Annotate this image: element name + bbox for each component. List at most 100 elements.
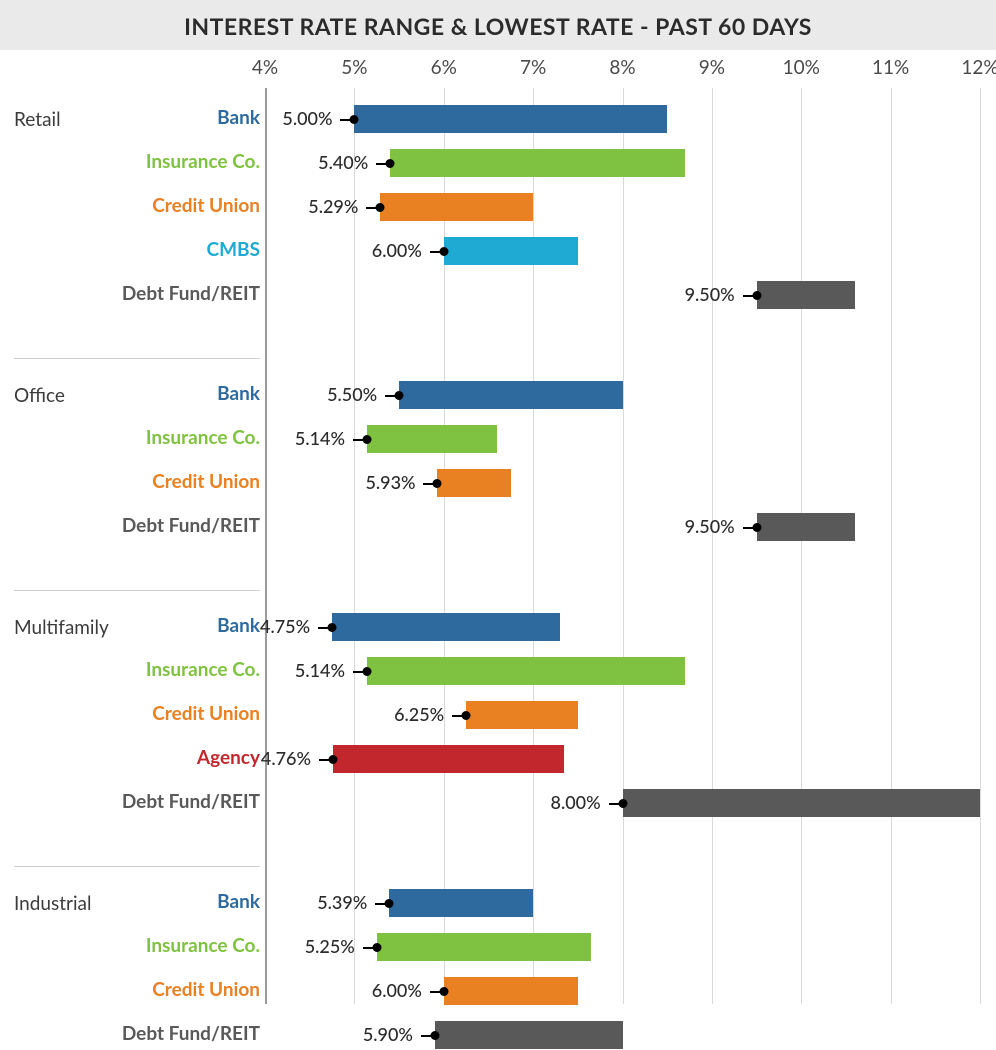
low-rate-label: 9.50%: [685, 283, 735, 305]
low-rate-label: 6.00%: [372, 239, 422, 261]
low-rate-label: 8.00%: [551, 791, 601, 813]
lender-label: Insurance Co.: [146, 150, 260, 173]
lender-label: Debt Fund/REIT: [122, 790, 260, 813]
x-axis: 4%5%6%7%8%9%10%11%12%: [0, 48, 996, 88]
bar-row: Bank 5.39%: [0, 888, 996, 918]
lender-label: Credit Union: [152, 978, 260, 1001]
chart-title: INTEREST RATE RANGE & LOWEST RATE - PAST…: [0, 12, 996, 40]
leader-line: [421, 1035, 435, 1037]
bar-row: Debt Fund/REIT 8.00%: [0, 788, 996, 818]
gridline: [533, 88, 534, 1004]
gridline: [354, 88, 355, 1004]
gridline: [623, 88, 624, 1004]
gridline: [712, 88, 713, 1004]
range-bar: [435, 1021, 623, 1049]
range-bar: [333, 745, 564, 773]
low-rate-label: 5.50%: [327, 383, 377, 405]
lender-label: Debt Fund/REIT: [122, 1022, 260, 1045]
lender-label: Insurance Co.: [146, 426, 260, 449]
leader-line: [366, 207, 380, 209]
lender-label: Insurance Co.: [146, 934, 260, 957]
leader-line: [363, 947, 377, 949]
group-divider: [14, 358, 260, 359]
lender-label: CMBS: [207, 238, 260, 261]
range-bar: [354, 105, 667, 133]
low-rate-label: 5.00%: [282, 107, 332, 129]
bar-row: Credit Union 6.25%: [0, 700, 996, 730]
low-rate-label: 4.76%: [261, 747, 311, 769]
lender-label: Debt Fund/REIT: [122, 282, 260, 305]
range-bar: [623, 789, 981, 817]
bar-row: Bank4.75%: [0, 612, 996, 642]
bar-row: Debt Fund/REIT 9.50%: [0, 280, 996, 310]
bar-row: Insurance Co. 5.40%: [0, 148, 996, 178]
lender-label: Bank: [217, 382, 260, 405]
leader-line: [340, 119, 354, 121]
leader-line: [385, 395, 399, 397]
range-bar: [757, 281, 855, 309]
gridline: [265, 88, 267, 1004]
low-rate-label: 5.29%: [308, 195, 358, 217]
low-rate-label: 5.93%: [365, 471, 415, 493]
low-rate-label: 5.40%: [318, 151, 368, 173]
range-bar: [444, 977, 578, 1005]
low-rate-label: 5.39%: [317, 891, 367, 913]
group-divider: [14, 590, 260, 591]
x-tick-label: 6%: [431, 56, 457, 79]
low-rate-label: 5.14%: [295, 659, 345, 681]
x-tick-label: 4%: [252, 56, 278, 79]
leader-line: [353, 671, 367, 673]
interest-rate-chart: INTEREST RATE RANGE & LOWEST RATE - PAST…: [0, 0, 996, 1024]
low-rate-label: 9.50%: [685, 515, 735, 537]
bar-row: Agency4.76%: [0, 744, 996, 774]
leader-line: [743, 527, 757, 529]
range-bar: [367, 657, 685, 685]
leader-line: [452, 715, 466, 717]
bar-row: Credit Union 5.29%: [0, 192, 996, 222]
leader-line: [318, 627, 332, 629]
low-rate-label: 5.25%: [305, 935, 355, 957]
range-bar: [367, 425, 497, 453]
leader-line: [353, 439, 367, 441]
lender-label: Bank: [217, 106, 260, 129]
lender-label: Credit Union: [152, 194, 260, 217]
bar-row: Insurance Co. 5.14%: [0, 656, 996, 686]
low-rate-label: 6.00%: [372, 979, 422, 1001]
bar-row: Debt Fund/REIT9.50%: [0, 512, 996, 542]
low-rate-label: 5.90%: [363, 1023, 413, 1045]
lender-label: Agency: [197, 746, 260, 769]
x-tick-label: 10%: [783, 56, 820, 79]
range-bar: [757, 513, 855, 541]
range-bar: [437, 469, 510, 497]
leader-line: [319, 759, 333, 761]
range-bar: [380, 193, 533, 221]
x-tick-label: 8%: [609, 56, 635, 79]
lender-label: Insurance Co.: [146, 658, 260, 681]
gridline: [801, 88, 802, 1004]
range-bar: [466, 701, 578, 729]
bar-row: Debt Fund/REIT 5.90%: [0, 1020, 996, 1050]
leader-line: [423, 483, 437, 485]
lender-label: Credit Union: [152, 702, 260, 725]
bar-row: Insurance Co. 5.25%: [0, 932, 996, 962]
range-bar: [444, 237, 578, 265]
low-rate-label: 6.25%: [394, 703, 444, 725]
range-bar: [332, 613, 560, 641]
x-tick-label: 5%: [341, 56, 367, 79]
bar-row: Credit Union 6.00%: [0, 976, 996, 1006]
lender-label: Bank: [217, 890, 260, 913]
leader-line: [743, 295, 757, 297]
bar-row: CMBS 6.00%: [0, 236, 996, 266]
bar-row: Bank 5.50%: [0, 380, 996, 410]
leader-line: [375, 903, 389, 905]
range-bar: [377, 933, 592, 961]
range-bar: [399, 381, 622, 409]
low-rate-label: 5.14%: [295, 427, 345, 449]
chart-plot-area: 4%5%6%7%8%9%10%11%12%RetailBank5.00%Insu…: [0, 48, 996, 1024]
leader-line: [430, 251, 444, 253]
gridline: [444, 88, 445, 1004]
leader-line: [609, 803, 623, 805]
x-tick-label: 12%: [961, 56, 996, 79]
range-bar: [390, 149, 685, 177]
low-rate-label: 4.75%: [260, 615, 310, 637]
